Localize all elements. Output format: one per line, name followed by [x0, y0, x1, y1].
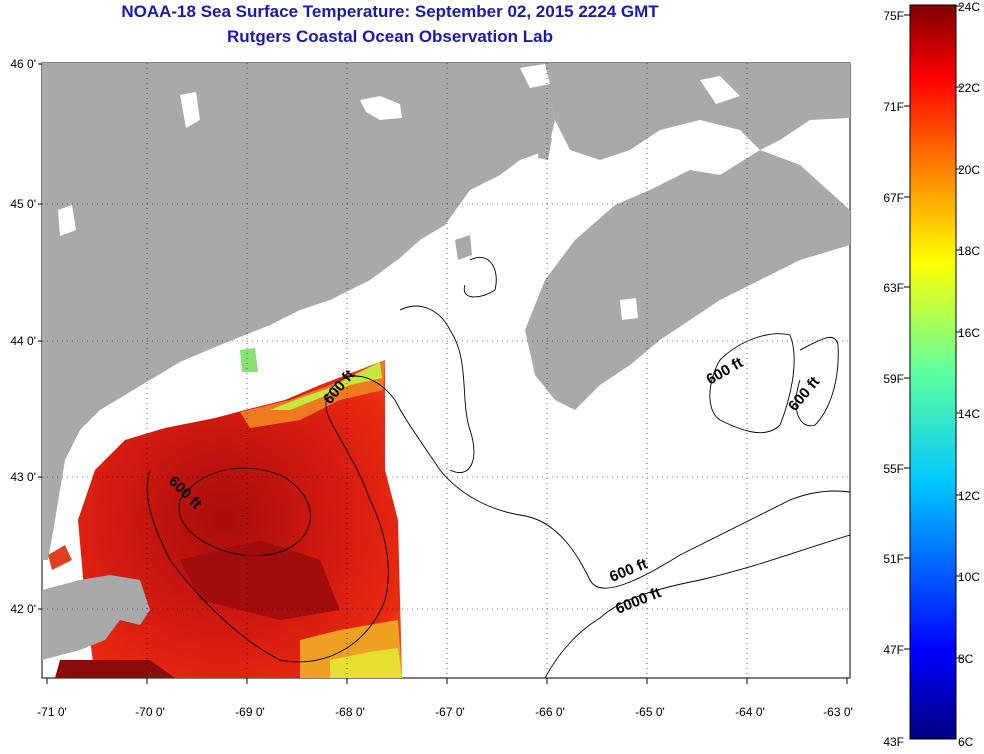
colorbar-c-label: 16C — [958, 326, 980, 340]
lon-label: -71 0' — [37, 705, 67, 719]
lat-label: 43 0' — [10, 470, 36, 484]
lon-label: -67 0' — [435, 705, 465, 719]
latitude-axis: 46 0' 45 0' 44 0' 43 0' 42 0' — [10, 57, 36, 616]
colorbar-f-label: 71F — [883, 100, 904, 114]
lon-label: -70 0' — [135, 705, 165, 719]
colorbar-f-label: 47F — [883, 643, 904, 657]
lon-label: -69 0' — [235, 705, 265, 719]
lon-label: -66 0' — [535, 705, 565, 719]
lon-label: -68 0' — [335, 705, 365, 719]
colorbar — [909, 4, 957, 740]
colorbar-c-label: 22C — [958, 81, 980, 95]
colorbar-fahrenheit-labels: 75F 71F 67F 63F 59F 55F 51F 47F 43F — [883, 9, 904, 749]
colorbar-c-label: 12C — [958, 489, 980, 503]
colorbar-f-label: 43F — [883, 735, 904, 749]
lat-label: 45 0' — [10, 197, 36, 211]
lon-label: -65 0' — [635, 705, 665, 719]
lat-label: 42 0' — [10, 602, 36, 616]
lon-label: -64 0' — [735, 705, 765, 719]
map-title: NOAA-18 Sea Surface Temperature: Septemb… — [121, 2, 659, 21]
colorbar-f-label: 55F — [883, 462, 904, 476]
lat-label: 44 0' — [10, 334, 36, 348]
colorbar-c-label: 14C — [958, 407, 980, 421]
lat-label: 46 0' — [10, 57, 36, 71]
colorbar-c-label: 20C — [958, 163, 980, 177]
colorbar-c-label: 18C — [958, 244, 980, 258]
map-subtitle: Rutgers Coastal Ocean Observation Lab — [227, 27, 553, 46]
land-layer — [42, 63, 850, 660]
colorbar-c-label: 10C — [958, 570, 980, 584]
bathymetry-contours — [146, 256, 850, 678]
colorbar-celsius-labels: 24C 22C 20C 18C 16C 14C 12C 10C 8C 6C — [958, 0, 980, 749]
lon-label: -63 0' — [823, 705, 853, 719]
sst-data-layer — [48, 77, 402, 678]
colorbar-f-label: 51F — [883, 552, 904, 566]
colorbar-f-label: 63F — [883, 281, 904, 295]
longitude-axis: -71 0' -70 0' -69 0' -68 0' -67 0' -66 0… — [37, 705, 853, 719]
colorbar-f-label: 59F — [883, 372, 904, 386]
colorbar-f-label: 67F — [883, 191, 904, 205]
colorbar-c-label: 24C — [958, 0, 980, 14]
colorbar-c-label: 8C — [958, 652, 974, 666]
colorbar-c-label: 6C — [958, 735, 974, 749]
colorbar-f-label: 75F — [883, 9, 904, 23]
